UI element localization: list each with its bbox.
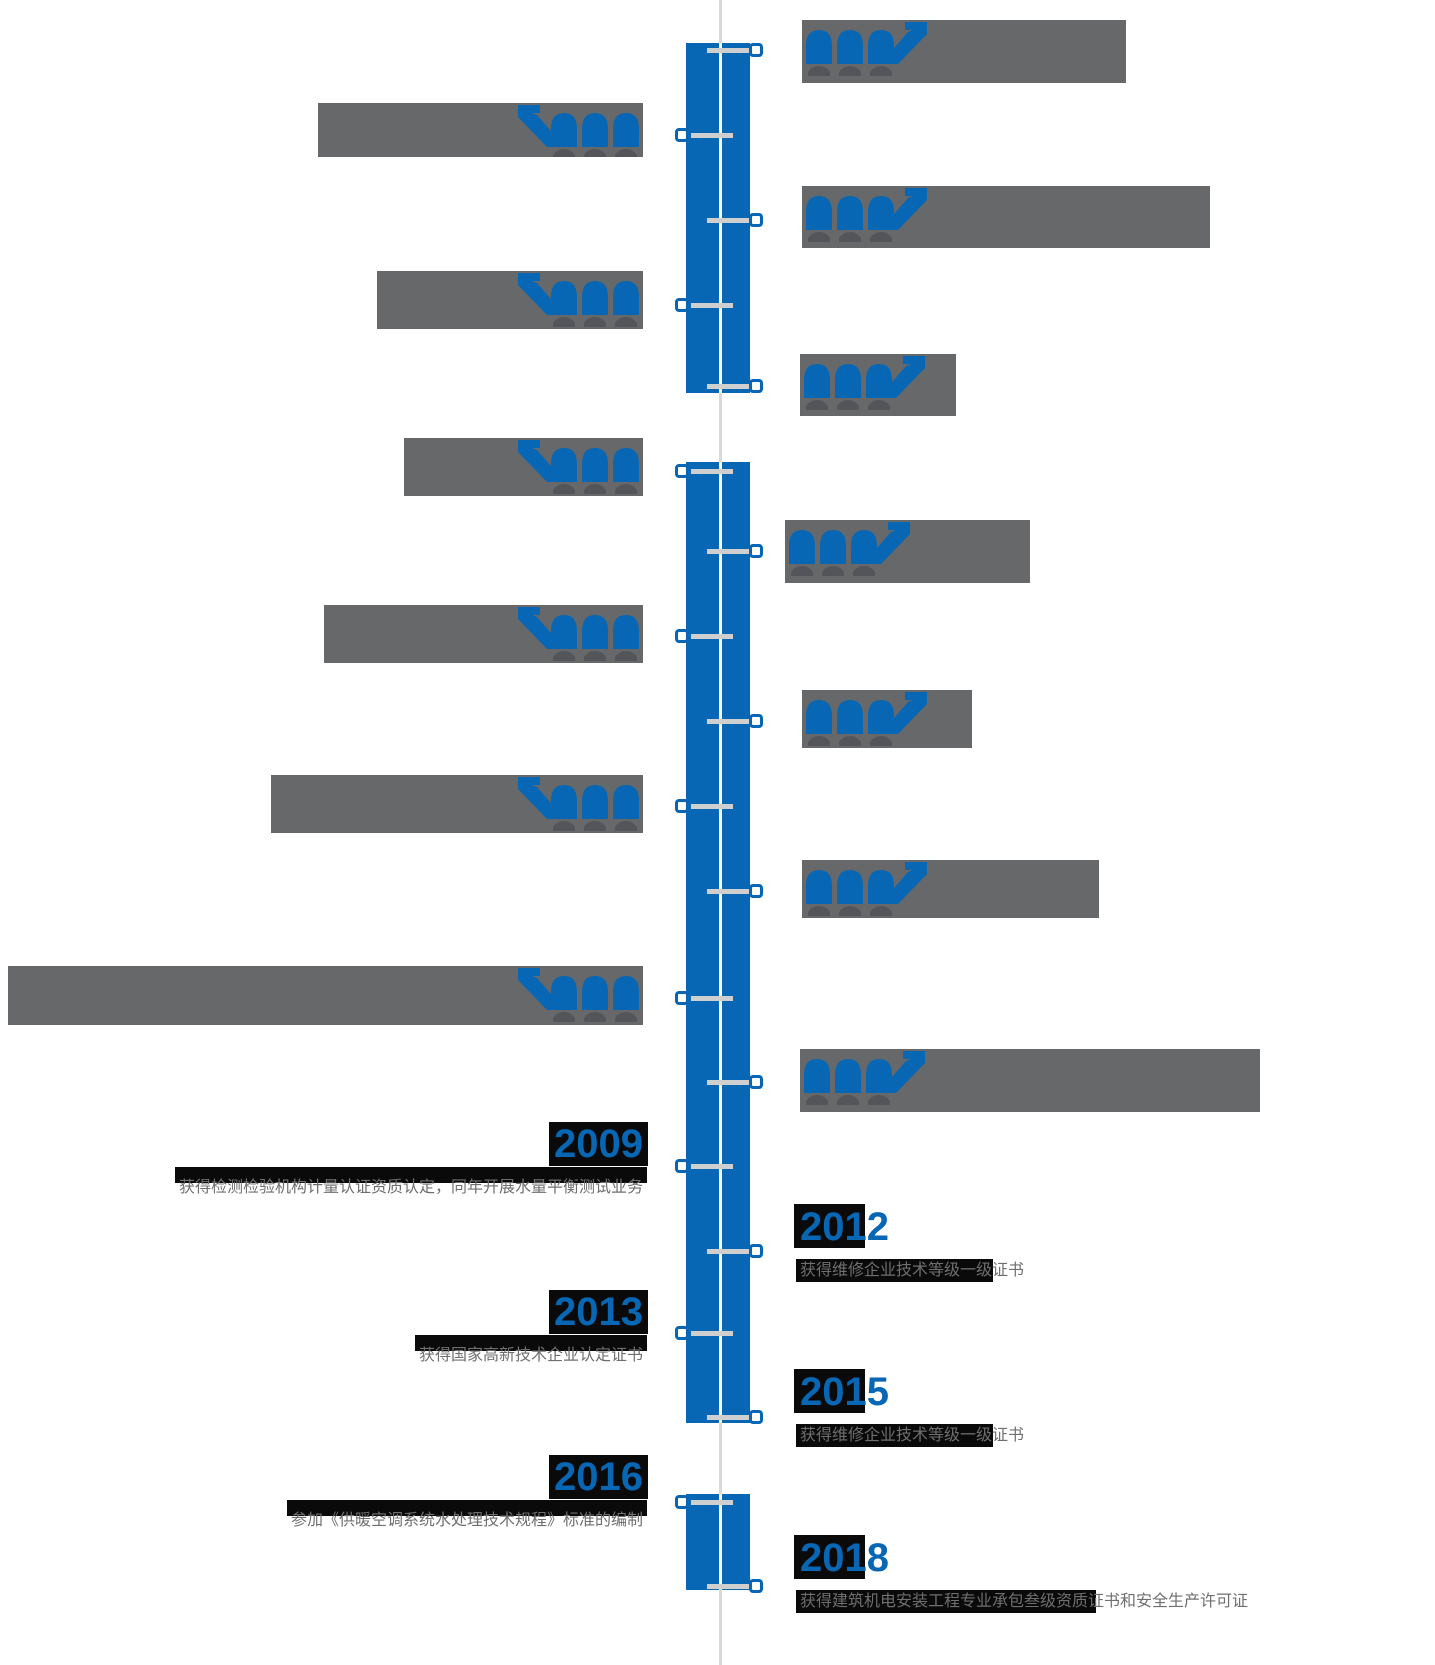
year-fragment-icon bbox=[518, 968, 639, 1022]
year-fragment-icon bbox=[806, 188, 927, 242]
year-text: 2012 bbox=[794, 1204, 889, 1249]
item-description: 获得维修企业技术等级一级证书 bbox=[795, 1423, 1025, 1448]
timeline-tick bbox=[707, 719, 749, 724]
year-fragment-icon bbox=[518, 440, 639, 494]
year-text: 2013 bbox=[549, 1290, 648, 1334]
timeline-tick bbox=[691, 133, 733, 138]
timeline-item: 2012 获得维修企业技术等级一级证书 bbox=[794, 1204, 1025, 1283]
timeline-marker bbox=[675, 991, 689, 1005]
timeline-item-masked bbox=[802, 860, 1099, 918]
timeline-tick bbox=[691, 1331, 733, 1336]
timeline-item-masked bbox=[802, 690, 972, 748]
year-fragment-icon bbox=[518, 105, 639, 157]
item-description: 获得国家高新技术企业认定证书 bbox=[414, 1334, 648, 1365]
item-description-text: 获得检测检验机构计量认证资质认定，同年开展水量平衡测试业务 bbox=[174, 1166, 648, 1196]
year-text: 2018 bbox=[794, 1535, 889, 1580]
timeline-item-masked bbox=[8, 966, 643, 1025]
timeline-tick bbox=[691, 469, 733, 474]
year-fragment-icon bbox=[789, 522, 910, 576]
year-fragment-icon bbox=[518, 777, 639, 831]
timeline-tick bbox=[691, 303, 733, 308]
year-fragment-icon bbox=[806, 692, 927, 746]
timeline-item-masked bbox=[324, 605, 643, 663]
timeline-tick bbox=[707, 889, 749, 894]
bar-center-line bbox=[719, 1494, 722, 1590]
year-fragment-icon bbox=[518, 607, 639, 661]
timeline-tick bbox=[691, 996, 733, 1001]
bar-center-line bbox=[719, 462, 722, 1423]
year-label: 2013 bbox=[549, 1290, 648, 1334]
timeline-tick bbox=[691, 804, 733, 809]
timeline-item-masked bbox=[318, 103, 643, 157]
timeline-item-masked bbox=[802, 186, 1210, 248]
timeline-marker bbox=[749, 714, 763, 728]
year-text: 2009 bbox=[549, 1122, 648, 1166]
item-description-text: 获得维修企业技术等级一级证书 bbox=[795, 1258, 1025, 1283]
timeline-item: 2015 获得维修企业技术等级一级证书 bbox=[794, 1369, 1025, 1448]
timeline-tick bbox=[691, 634, 733, 639]
timeline-item: 2016 参加《供暖空调系统水处理技术规程》标准的编制 bbox=[286, 1455, 648, 1530]
timeline-marker bbox=[749, 213, 763, 227]
timeline-tick bbox=[707, 48, 749, 53]
year-text: 2016 bbox=[549, 1455, 648, 1499]
timeline-marker bbox=[749, 43, 763, 57]
timeline-bar-segment bbox=[686, 462, 750, 1423]
timeline-marker bbox=[749, 1579, 763, 1593]
item-description-text: 获得国家高新技术企业认定证书 bbox=[414, 1334, 648, 1364]
timeline-tick bbox=[707, 1415, 749, 1420]
timeline-bar-segment bbox=[686, 1494, 750, 1590]
timeline-item: 2013 获得国家高新技术企业认定证书 bbox=[414, 1290, 648, 1365]
timeline-tick bbox=[707, 1584, 749, 1589]
timeline-item-masked bbox=[802, 20, 1126, 83]
timeline-tick bbox=[691, 1164, 733, 1169]
item-description-text: 获得建筑机电安装工程专业承包叁级资质证书和安全生产许可证 bbox=[795, 1589, 1249, 1614]
year-fragment-icon bbox=[804, 1051, 925, 1105]
timeline-tick bbox=[691, 1500, 733, 1505]
timeline-item-masked bbox=[404, 438, 643, 496]
timeline-item-masked bbox=[800, 1049, 1260, 1112]
timeline-marker bbox=[675, 298, 689, 312]
year-fragment-icon bbox=[804, 356, 925, 410]
year-label: 2016 bbox=[549, 1455, 648, 1499]
year-fragment-icon bbox=[806, 862, 927, 916]
timeline-marker bbox=[749, 1244, 763, 1258]
timeline-tick bbox=[707, 384, 749, 389]
item-description: 获得检测检验机构计量认证资质认定，同年开展水量平衡测试业务 bbox=[174, 1166, 648, 1197]
year-fragment-icon bbox=[806, 22, 927, 76]
timeline-marker bbox=[749, 1410, 763, 1424]
timeline-item-masked bbox=[377, 271, 643, 329]
year-text: 2015 bbox=[794, 1369, 889, 1414]
item-description-text: 获得维修企业技术等级一级证书 bbox=[795, 1423, 1025, 1448]
timeline-marker bbox=[675, 464, 689, 478]
timeline-marker bbox=[749, 379, 763, 393]
item-description: 获得维修企业技术等级一级证书 bbox=[795, 1258, 1025, 1283]
timeline-marker bbox=[675, 629, 689, 643]
timeline-marker bbox=[749, 1075, 763, 1089]
timeline-marker bbox=[675, 1326, 689, 1340]
year-fragment-icon bbox=[518, 273, 639, 327]
timeline-tick bbox=[707, 1249, 749, 1254]
item-description: 获得建筑机电安装工程专业承包叁级资质证书和安全生产许可证 bbox=[795, 1589, 1249, 1614]
timeline-marker bbox=[675, 799, 689, 813]
timeline-marker bbox=[675, 1159, 689, 1173]
timeline-item-masked bbox=[800, 354, 956, 416]
timeline-item: 2018 获得建筑机电安装工程专业承包叁级资质证书和安全生产许可证 bbox=[794, 1535, 1249, 1614]
timeline-marker bbox=[675, 128, 689, 142]
timeline-marker bbox=[749, 544, 763, 558]
timeline-item: 2009 获得检测检验机构计量认证资质认定，同年开展水量平衡测试业务 bbox=[174, 1122, 648, 1197]
timeline-tick bbox=[707, 218, 749, 223]
timeline-item-masked bbox=[271, 775, 643, 833]
year-label: 2009 bbox=[549, 1122, 648, 1166]
year-label: 2018 bbox=[794, 1535, 889, 1580]
timeline-tick bbox=[707, 1080, 749, 1085]
timeline-marker bbox=[749, 884, 763, 898]
timeline-tick bbox=[707, 549, 749, 554]
year-label: 2012 bbox=[794, 1204, 889, 1249]
item-description: 参加《供暖空调系统水处理技术规程》标准的编制 bbox=[286, 1499, 648, 1530]
timeline-item-masked bbox=[785, 520, 1030, 583]
item-description-text: 参加《供暖空调系统水处理技术规程》标准的编制 bbox=[286, 1499, 648, 1529]
timeline-marker bbox=[675, 1495, 689, 1509]
year-label: 2015 bbox=[794, 1369, 889, 1414]
